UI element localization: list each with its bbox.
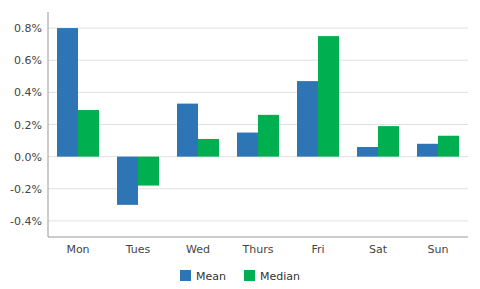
x-tick-label: Thurs	[242, 243, 274, 256]
y-tick-label: 0.2%	[14, 119, 42, 132]
x-tick-label: Mon	[66, 243, 89, 256]
x-axis-line	[48, 237, 468, 238]
bar	[78, 110, 99, 157]
y-tick-label: -0.2%	[10, 183, 42, 196]
x-tick-label: Tues	[125, 243, 151, 256]
legend-swatch	[180, 270, 191, 281]
bar	[318, 36, 339, 157]
x-tick-label: Wed	[186, 243, 210, 256]
bar	[297, 81, 318, 157]
grid-line	[48, 220, 468, 221]
grid-line	[48, 188, 468, 189]
grid-line	[48, 60, 468, 61]
grid-line	[48, 92, 468, 93]
grid-line	[48, 28, 468, 29]
bar	[438, 136, 459, 157]
bar	[378, 126, 399, 157]
chart: -0.4% -0.2% 0.0% 0.2% 0.4% 0.6% 0.8% Mon Tues Wed…	[0, 0, 480, 289]
y-tick-label: -0.4%	[10, 215, 42, 228]
bar	[357, 147, 378, 157]
x-tick-label: Sat	[369, 243, 388, 256]
bar	[417, 144, 438, 157]
bar	[57, 28, 78, 157]
bar	[117, 157, 138, 205]
bar	[237, 133, 258, 157]
y-axis-line	[48, 12, 49, 237]
bar	[177, 104, 198, 157]
y-tick-label: 0.0%	[14, 151, 42, 164]
bar	[258, 115, 279, 157]
legend-label: Mean	[196, 270, 226, 283]
legend: Mean Median	[180, 270, 300, 283]
y-tick-label: 0.8%	[14, 22, 42, 35]
bar	[138, 157, 159, 186]
x-tick-label: Sun	[428, 243, 449, 256]
y-tick-label: 0.4%	[14, 86, 42, 99]
x-tick-label: Fri	[311, 243, 324, 256]
legend-label: Median	[260, 270, 300, 283]
bars	[57, 28, 459, 205]
y-tick-label: 0.6%	[14, 54, 42, 67]
legend-swatch	[244, 270, 255, 281]
bar	[198, 139, 219, 157]
